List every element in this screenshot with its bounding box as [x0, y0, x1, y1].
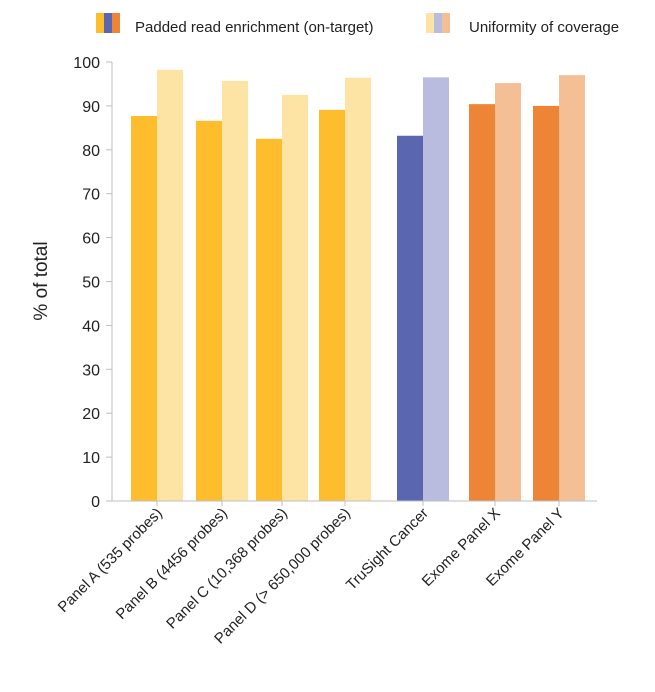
legend-label: Padded read enrichment (on-target) — [135, 19, 373, 36]
y-tick-label: 100 — [73, 55, 100, 72]
y-tick-label: 30 — [82, 362, 100, 379]
bar-padded-read-enrichment — [256, 138, 282, 501]
bar-uniformity-of-coverage — [345, 77, 371, 501]
legend-swatch-segment — [434, 13, 442, 33]
legend-swatch — [96, 13, 120, 33]
y-axis: 0 10 20 30 40 50 60 70 80 90 100 — [73, 55, 113, 511]
x-tick-label: TruSight Cancer — [343, 505, 432, 594]
x-tick-label: Panel D (> 650,000 probes) — [211, 505, 354, 648]
x-tick-label: Panel A (535 probes) — [55, 505, 166, 616]
bar-padded-read-enrichment — [469, 104, 495, 502]
legend-swatch-segment — [426, 13, 434, 33]
bar-padded-read-enrichment — [533, 105, 559, 502]
legend-label: Uniformity of coverage — [469, 19, 619, 36]
y-tick-label: 50 — [82, 275, 100, 292]
legend-swatch-segment — [104, 13, 112, 33]
bar-padded-read-enrichment — [319, 109, 345, 501]
bar-group — [397, 77, 449, 502]
x-tick-label: Panel C (10,368 probes) — [163, 505, 291, 633]
bar-uniformity-of-coverage — [282, 94, 308, 502]
bar-group — [196, 80, 248, 502]
y-tick-label: 60 — [82, 231, 100, 248]
bar-group — [131, 69, 183, 501]
bars — [131, 69, 585, 502]
y-tick-label: 0 — [91, 494, 100, 511]
legend-swatch-segment — [112, 13, 120, 33]
y-tick-label: 70 — [82, 187, 100, 204]
bar-uniformity-of-coverage — [495, 83, 521, 502]
y-tick-label: 20 — [82, 406, 100, 423]
y-tick-label: 40 — [82, 318, 100, 335]
bar-group — [256, 94, 308, 502]
bar-padded-read-enrichment — [131, 115, 157, 501]
legend-swatch-segment — [96, 13, 104, 33]
legend-swatch-segment — [442, 13, 450, 33]
y-axis-title: % of total — [31, 241, 52, 320]
bar-uniformity-of-coverage — [157, 69, 183, 501]
bar-uniformity-of-coverage — [559, 75, 585, 502]
y-tick-label: 10 — [82, 450, 100, 467]
y-tick-label: 90 — [82, 99, 100, 116]
bar-uniformity-of-coverage — [423, 77, 449, 502]
legend-swatch — [426, 13, 450, 33]
bar-uniformity-of-coverage — [222, 80, 248, 501]
bar-group — [319, 77, 371, 501]
bar-padded-read-enrichment — [196, 120, 222, 502]
bar-padded-read-enrichment — [397, 135, 423, 501]
y-tick-label: 80 — [82, 143, 100, 160]
bar-group — [533, 75, 585, 502]
x-tick-label: Panel B (4456 probes) — [113, 505, 231, 623]
bar-group — [469, 83, 521, 502]
x-axis: Panel A (535 probes)Panel B (4456 probes… — [55, 500, 597, 648]
legend: Padded read enrichment (on-target) Unifor… — [96, 13, 619, 36]
